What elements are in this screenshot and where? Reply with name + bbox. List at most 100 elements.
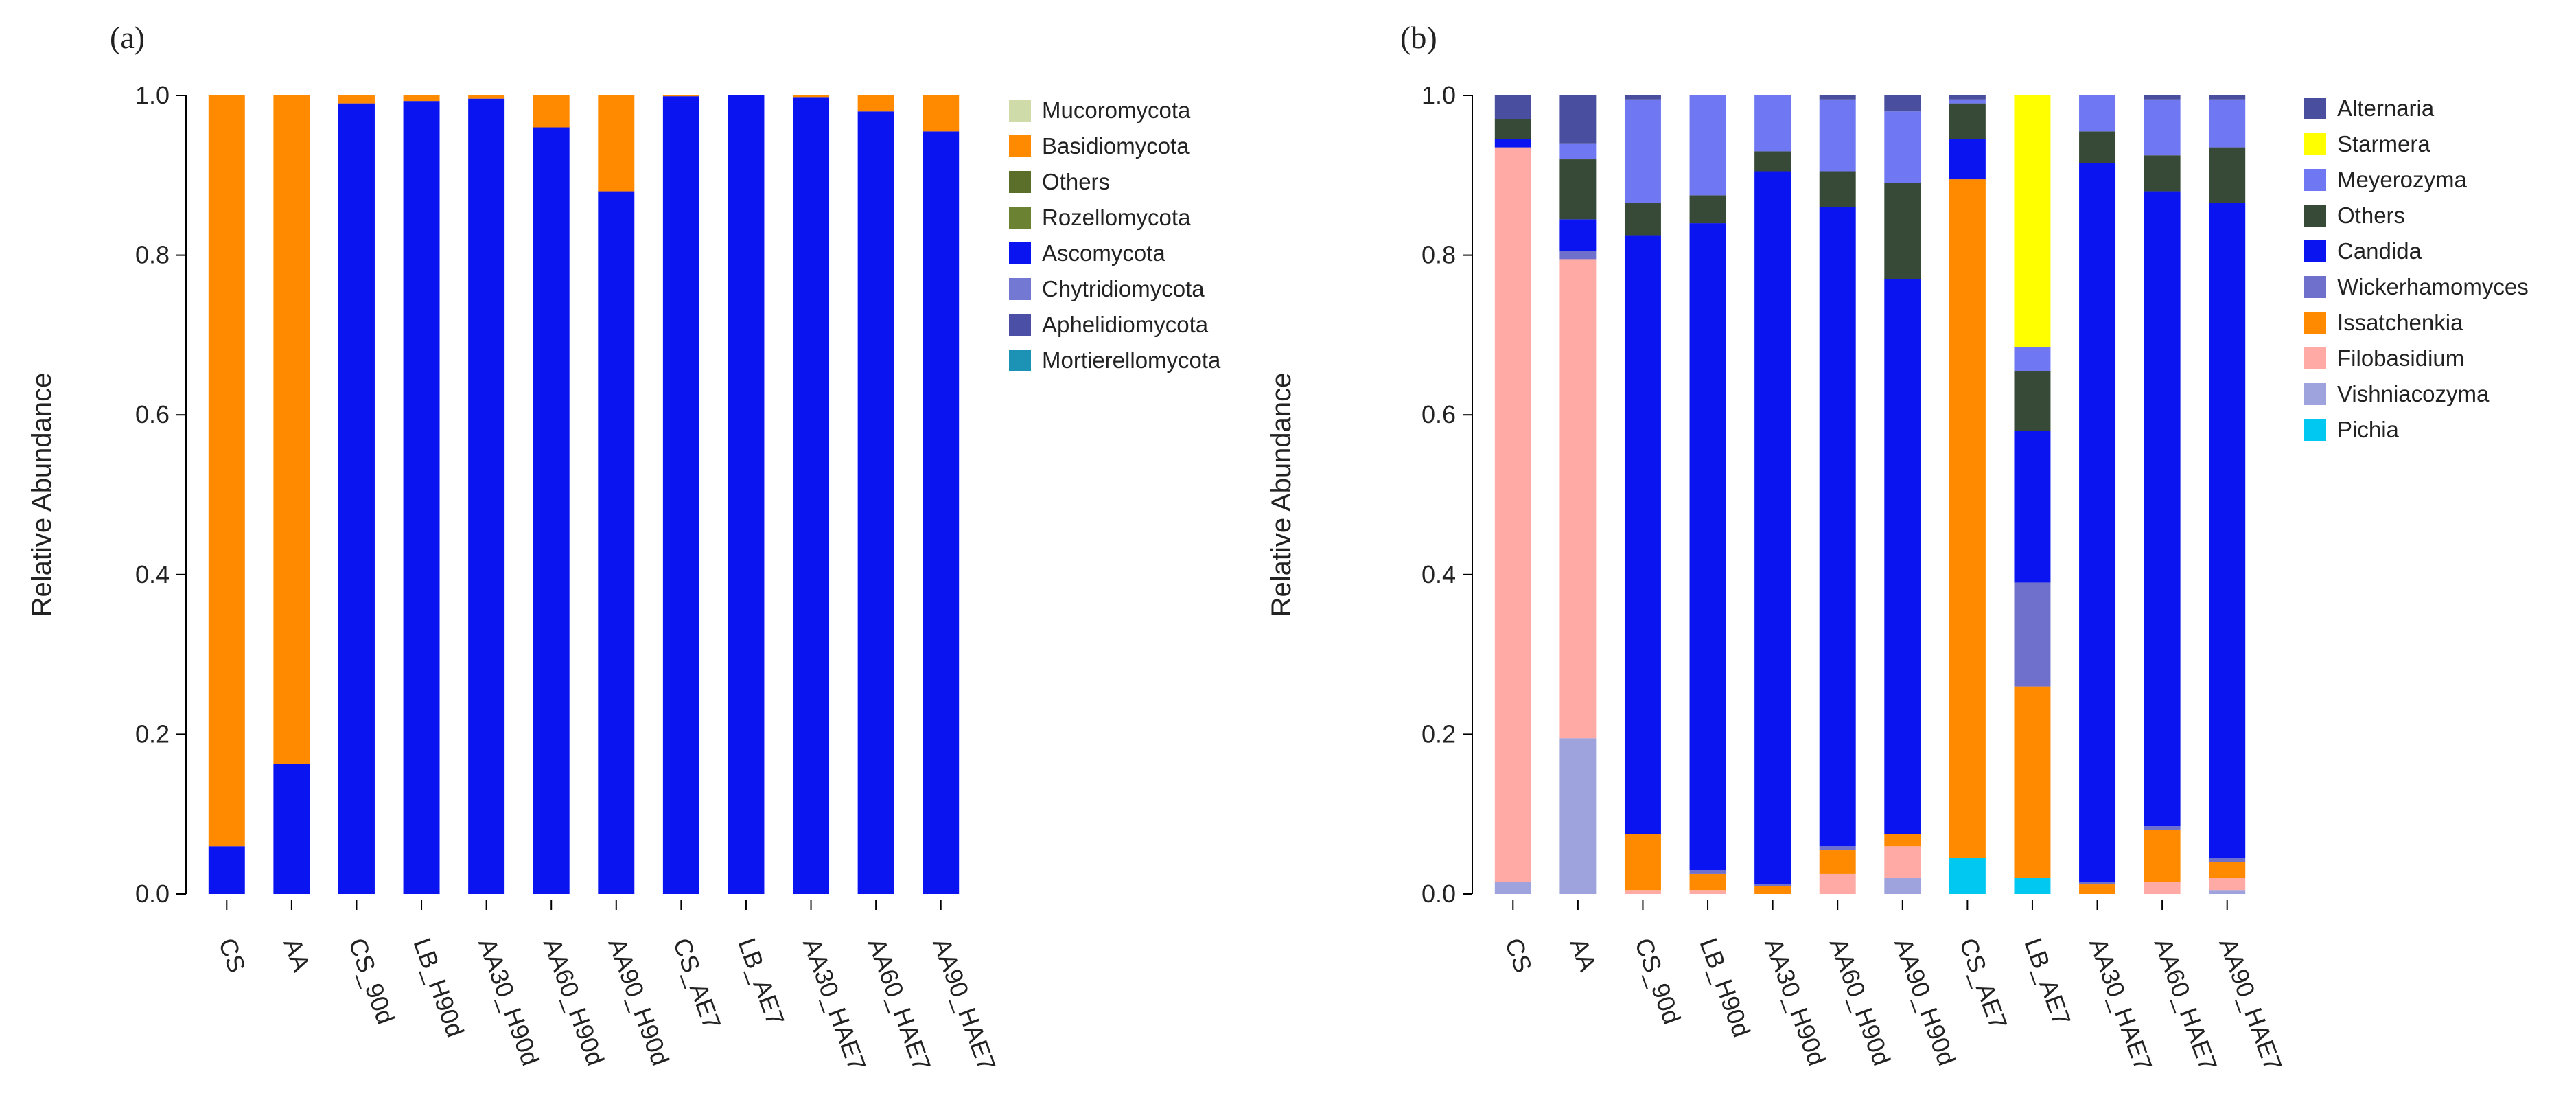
bar-segment-alternaria <box>1819 95 1856 100</box>
bar-segment-basidiomycota <box>793 95 830 98</box>
bar-segment-wickerhamomyces <box>1559 251 1597 260</box>
legend-swatch <box>1009 350 1031 371</box>
bar-segment-basidiomycota <box>338 95 375 104</box>
bar-segment-pichia <box>2014 878 2051 894</box>
bar-segment-issatchenkia <box>2079 884 2116 894</box>
bar-segment-issatchenkia <box>2144 829 2181 882</box>
bar-segment-others <box>1689 195 1726 224</box>
bar-segment-others <box>1754 151 1791 172</box>
bar-segment-vishniacozyma <box>1494 882 1531 894</box>
bar-segment-meyerozyma <box>1624 99 1661 204</box>
bar-segment-issatchenkia <box>1689 873 1726 891</box>
legend-entry: Alternaria <box>2337 95 2435 121</box>
bar-segment-filobasidium <box>1819 873 1856 894</box>
bar-segment-others <box>1819 171 1856 207</box>
legend-entry: Filobasidium <box>2337 345 2464 371</box>
bar-segment-issatchenkia <box>2014 686 2051 878</box>
bar-segment-candida <box>1624 235 1661 834</box>
bar-segment-basidiomycota <box>662 95 699 97</box>
bar-segment-starmera <box>2014 95 2051 347</box>
chart-panel-0: (a) Relative Abundance 0.0 0.2 0.4 0.6 0.8 1.0 C… <box>27 20 1221 1075</box>
x-tick-label: LB_AE7 <box>2019 935 2076 1029</box>
bar-segment-filobasidium <box>2144 882 2181 894</box>
bar-segment-filobasidium <box>1559 259 1597 739</box>
legend-swatch <box>1009 100 1031 122</box>
bar-segment-meyerozyma <box>1819 99 1856 172</box>
x-tick-label: CS_90d <box>343 935 400 1028</box>
x-tick-label: CS_AE7 <box>1954 935 2013 1033</box>
y-tick-label: 0.6 <box>135 400 170 428</box>
x-tick-label: AA <box>278 935 316 975</box>
bar-segment-basidiomycota <box>598 95 635 192</box>
x-tick-label: LB_H90d <box>1695 935 1756 1041</box>
bar-segment-issatchenkia <box>2209 862 2246 878</box>
bar-segment-others <box>1884 183 1921 279</box>
x-tick-label: AA90_HAE7 <box>927 935 1001 1075</box>
legend-entry: Chytridiomycota <box>1042 276 1205 301</box>
bar-segment-meyerozyma <box>1884 111 1921 183</box>
legend-swatch <box>2304 347 2326 369</box>
bar-segment-issatchenkia <box>1884 834 1921 847</box>
legend-entry: Pichia <box>2337 417 2400 442</box>
bar-segment-meyerozyma <box>1754 95 1791 152</box>
bar-segment-basidiomycota <box>403 95 440 102</box>
bar-segment-candida <box>1689 223 1726 871</box>
bar-segment-filobasidium <box>1494 147 1531 882</box>
legend-entry: Vishniacozyma <box>2337 381 2490 406</box>
x-tick-label: LB_AE7 <box>732 935 790 1029</box>
x-tick-label: AA60_H90d <box>538 935 610 1069</box>
bar-segment-basidiomycota <box>923 95 960 132</box>
legend-swatch <box>2304 276 2326 298</box>
bar-segment-wickerhamomyces <box>2209 858 2246 862</box>
bar-segment-meyerozyma <box>2079 95 2116 132</box>
bar-segment-alternaria <box>2144 95 2181 100</box>
bar-segment-others <box>1624 203 1661 236</box>
bar-segment-pichia <box>1949 858 1986 894</box>
y-tick-label: 0.2 <box>135 720 170 748</box>
y-axis-label: Relative Abundance <box>27 373 57 617</box>
legend-entry: Meyerozyma <box>2337 167 2468 192</box>
legend-entry: Issatchenkia <box>2337 310 2463 335</box>
bar-segment-basidiomycota <box>857 95 894 112</box>
legend-swatch <box>2304 240 2326 262</box>
bar-segment-meyerozyma <box>1559 143 1597 160</box>
legend-entry: Starmera <box>2337 131 2430 157</box>
bar-segment-basidiomycota <box>273 95 310 764</box>
legend-entry: Aphelidiomycota <box>1042 312 1209 337</box>
legend-swatch <box>1009 135 1031 157</box>
bar-segment-vishniacozyma <box>1884 878 1921 894</box>
bar-segment-basidiomycota <box>533 95 570 128</box>
x-tick-label: CS_AE7 <box>668 935 727 1033</box>
bar-segment-issatchenkia <box>1949 179 1986 858</box>
bar-segment-alternaria <box>1494 95 1531 119</box>
y-tick-label: 0.4 <box>135 560 170 588</box>
legend-entry: Others <box>1042 169 1110 194</box>
bar-segment-ascomycota <box>662 96 699 895</box>
legend-entry: Candida <box>2337 238 2422 264</box>
bar-segment-alternaria <box>1624 95 1661 100</box>
bar-segment-candida <box>1494 139 1531 148</box>
bar-segment-candida <box>1819 207 1856 847</box>
x-tick-label: CS <box>213 935 252 976</box>
chart-panel-1: (b) Relative Abundance 0.0 0.2 0.4 0.6 0.8 1.0 C… <box>1266 20 2529 1075</box>
bar-segment-candida <box>2079 163 2116 882</box>
x-tick-label: AA30_HAE7 <box>2084 935 2158 1075</box>
legend-swatch <box>2304 419 2326 441</box>
bar-segment-issatchenkia <box>1754 886 1791 894</box>
bar-segment-issatchenkia <box>1819 850 1856 874</box>
bar-segment-wickerhamomyces <box>1754 884 1791 886</box>
x-tick-label: AA90_HAE7 <box>2214 935 2288 1075</box>
x-tick-label: AA60_H90d <box>1824 935 1896 1069</box>
legend-entry: Mortierellomycota <box>1042 347 1221 373</box>
x-tick-label: CS <box>1500 935 1538 976</box>
bar-segment-candida <box>1754 171 1791 885</box>
bar-segment-wickerhamomyces <box>1819 846 1856 851</box>
bar-segment-candida <box>2144 191 2181 827</box>
bar-segment-meyerozyma <box>2014 347 2051 371</box>
legend-entry: Ascomycota <box>1042 240 1165 266</box>
y-tick-label: 1.0 <box>1422 81 1456 109</box>
bar-segment-others <box>2014 371 2051 431</box>
bar-segment-meyerozyma <box>2209 99 2246 148</box>
y-axis-label: Relative Abundance <box>1266 373 1297 617</box>
bar-segment-filobasidium <box>2209 878 2246 891</box>
